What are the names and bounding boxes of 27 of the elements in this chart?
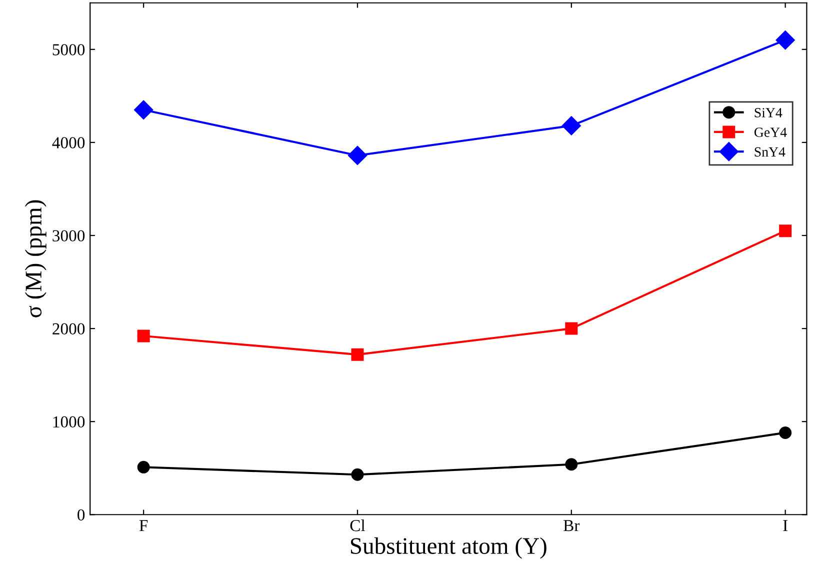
y-tick-label: 3000 xyxy=(52,230,85,242)
x-tick-label: Cl xyxy=(350,519,366,532)
y-tick-label: 0 xyxy=(78,509,85,521)
x-axis-title: Substituent atom (Y) xyxy=(350,537,546,559)
legend-label: SiY4 xyxy=(754,108,782,118)
point xyxy=(137,460,150,474)
y-tick-label: 4000 xyxy=(52,137,85,148)
point xyxy=(351,348,364,361)
point xyxy=(348,146,368,166)
legend-label: GeY4 xyxy=(754,128,787,137)
point xyxy=(779,426,792,439)
point xyxy=(562,116,581,136)
y-axis-title: σ (M) (ppm) xyxy=(24,200,46,318)
point xyxy=(776,30,795,50)
point xyxy=(351,468,364,481)
y-tick-label: 5000 xyxy=(52,44,85,56)
x-tick-label: Br xyxy=(564,520,580,532)
point xyxy=(565,458,578,471)
point xyxy=(134,100,154,120)
point xyxy=(779,224,792,238)
y-tick-label: 1000 xyxy=(53,416,85,428)
point xyxy=(137,330,150,342)
point xyxy=(565,322,578,335)
legend-label: SnY4 xyxy=(754,147,786,157)
x-tick-label: F xyxy=(139,520,148,532)
y-tick-label: 2000 xyxy=(52,323,85,334)
x-tick-label: I xyxy=(783,520,788,532)
